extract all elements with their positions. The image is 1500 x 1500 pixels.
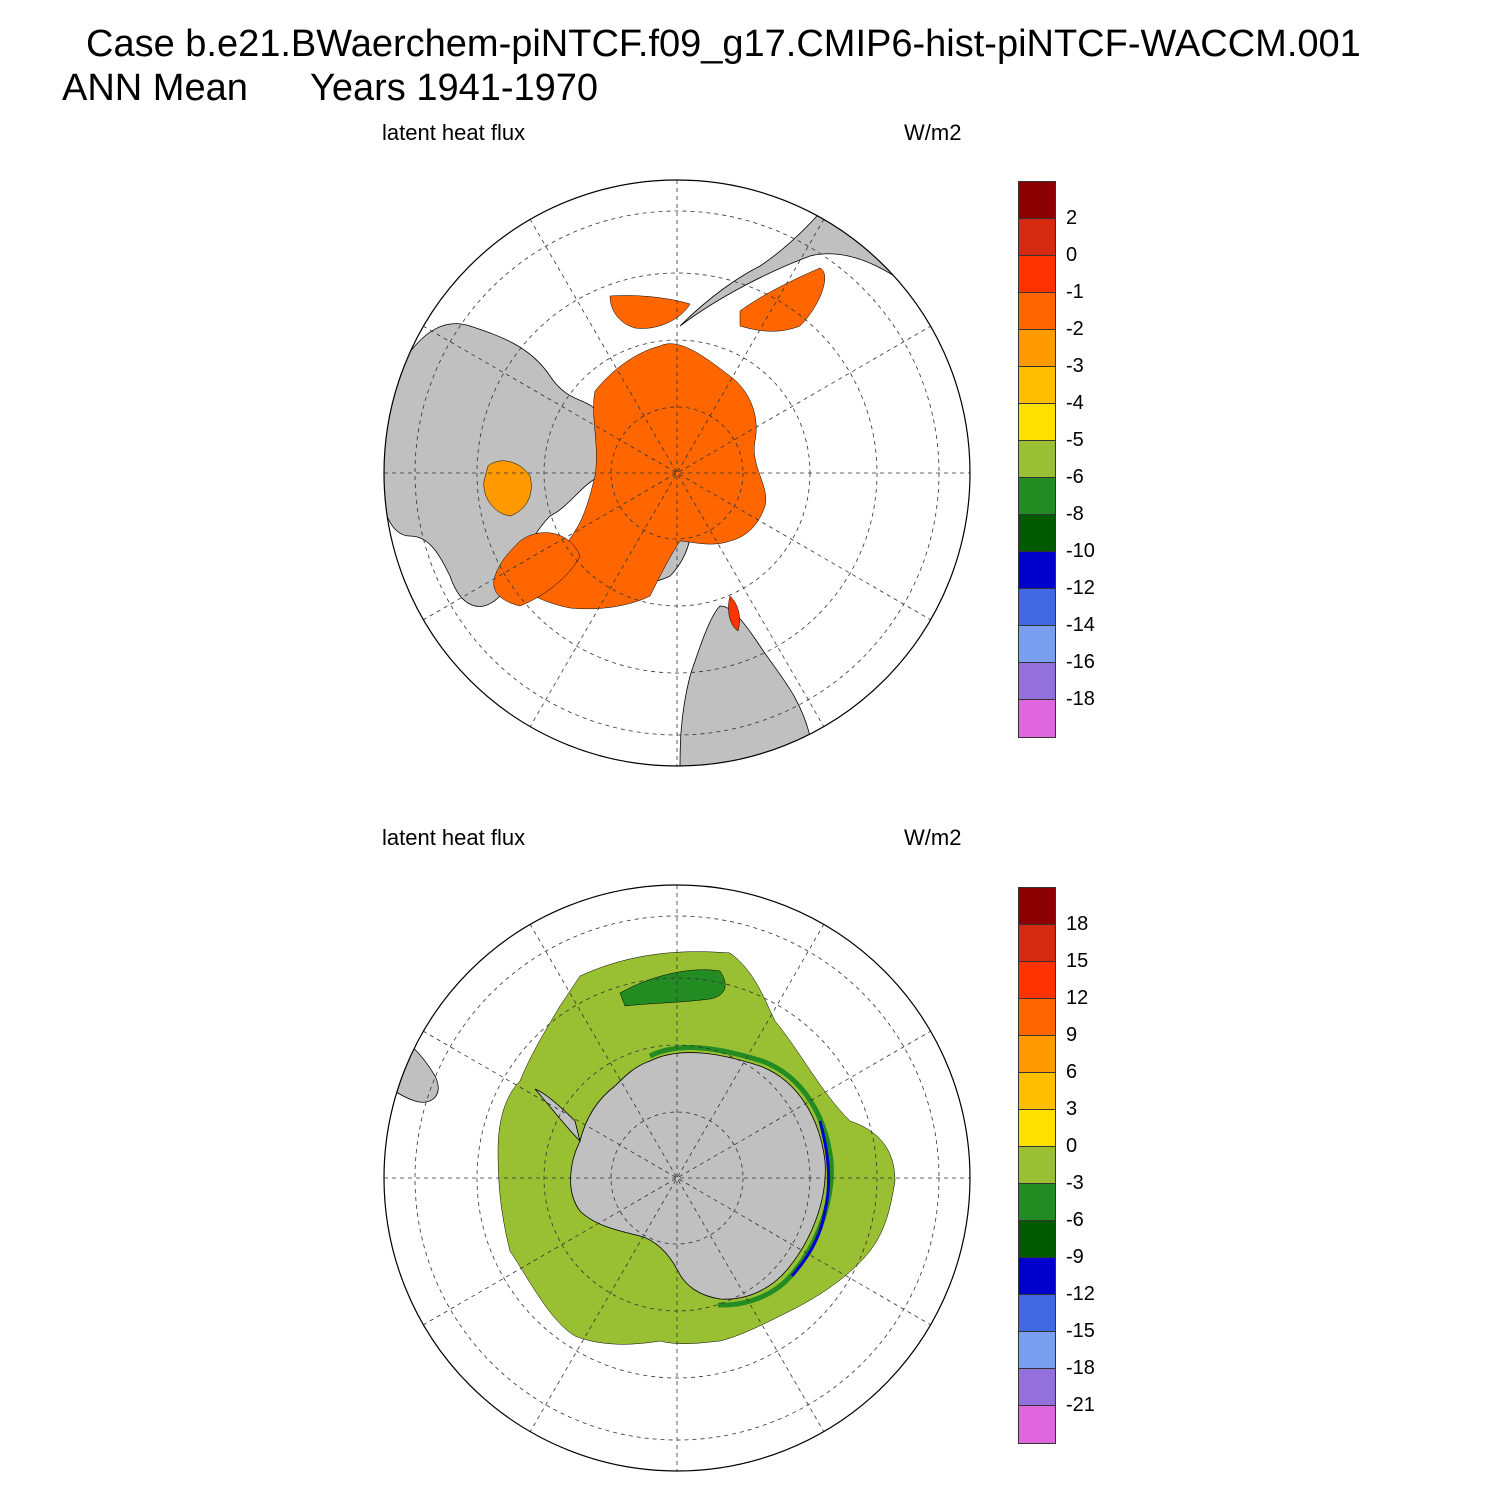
south-colorbar-label: 6 — [1066, 1061, 1078, 1083]
south-colorbar-box — [1019, 962, 1055, 999]
north-colorbar — [1018, 181, 1056, 738]
south-colorbar-label: 0 — [1066, 1135, 1078, 1157]
north-colorbar-box — [1019, 441, 1055, 478]
case-title: Case b.e21.BWaerchem-piNTCF.f09_g17.CMIP… — [86, 23, 1361, 65]
north-colorbar-box — [1019, 367, 1055, 404]
north-colorbar-box — [1019, 330, 1055, 367]
north-colorbar-label: -2 — [1066, 318, 1084, 340]
north-colorbar-box — [1019, 219, 1055, 256]
north-colorbar-box — [1019, 404, 1055, 441]
south-colorbar-box — [1019, 1110, 1055, 1147]
south-colorbar-label: -21 — [1066, 1394, 1095, 1416]
north-colorbar-label: 0 — [1066, 244, 1078, 266]
south-colorbar-box — [1019, 1147, 1055, 1184]
south-colorbar-label: -3 — [1066, 1172, 1084, 1194]
south-colorbar-box — [1019, 925, 1055, 962]
north-colorbar-label: -18 — [1066, 688, 1095, 710]
north-arctic-ocean-shading — [519, 343, 767, 610]
south-colorbar-box — [1019, 1073, 1055, 1110]
north-colorbar-box — [1019, 293, 1055, 330]
north-colorbar-label: -16 — [1066, 651, 1095, 673]
north-colorbar-box — [1019, 589, 1055, 626]
north-variable-label: latent heat flux — [382, 120, 526, 145]
north-bering-sea-shading — [609, 295, 691, 329]
north-colorbar-box — [1019, 478, 1055, 515]
south-colorbar-box — [1019, 1369, 1055, 1406]
south-antarctic-peninsula — [534, 1088, 581, 1143]
south-colorbar-label: 15 — [1066, 950, 1089, 972]
south-colorbar-label: -18 — [1066, 1357, 1095, 1379]
south-units-label: W/m2 — [904, 825, 962, 850]
north-colorbar-box — [1019, 700, 1055, 737]
south-colorbar-box — [1019, 888, 1055, 925]
north-colorbar-label: -5 — [1066, 429, 1084, 451]
north-colorbar-box — [1019, 515, 1055, 552]
south-colorbar-label: -15 — [1066, 1320, 1095, 1342]
south-colorbar-box — [1019, 999, 1055, 1036]
south-colorbar — [1018, 887, 1056, 1444]
north-colorbar-label: 2 — [1066, 207, 1078, 229]
north-colorbar-label: -4 — [1066, 392, 1084, 414]
north-colorbar-label: -6 — [1066, 466, 1084, 488]
north-graticule — [384, 180, 970, 766]
south-colorbar-label: -9 — [1066, 1246, 1084, 1268]
north-polar-map — [383, 179, 971, 767]
north-baltic-shading — [728, 595, 740, 632]
south-colorbar-label: 9 — [1066, 1024, 1078, 1046]
south-polar-map — [383, 884, 971, 1472]
north-colorbar-label: -12 — [1066, 577, 1095, 599]
years-label: Years 1941-1970 — [310, 67, 599, 109]
north-colorbar-box — [1019, 256, 1055, 293]
south-colorbar-label: 3 — [1066, 1098, 1078, 1120]
south-colorbar-box — [1019, 1036, 1055, 1073]
south-colorbar-box — [1019, 1295, 1055, 1332]
north-hudson-bay-shading — [483, 460, 532, 517]
south-variable-label: latent heat flux — [382, 825, 526, 850]
south-weddell-green-band — [619, 969, 726, 1007]
south-colorbar-box — [1019, 1184, 1055, 1221]
north-colorbar-box — [1019, 663, 1055, 700]
south-colorbar-box — [1019, 1258, 1055, 1295]
south-coastal-green-ring — [648, 1045, 834, 1308]
north-colorbar-box — [1019, 182, 1055, 219]
north-units-label: W/m2 — [904, 120, 962, 145]
north-colorbar-label: -14 — [1066, 614, 1095, 636]
north-okhotsk-sea-shading — [739, 267, 825, 332]
south-graticule — [384, 885, 970, 1471]
south-colorbar-box — [1019, 1406, 1055, 1443]
north-colorbar-label: -8 — [1066, 503, 1084, 525]
south-coastal-blue-band — [790, 1120, 831, 1277]
south-colorbar-label: 18 — [1066, 913, 1089, 935]
north-colorbar-label: -10 — [1066, 540, 1095, 562]
south-colorbar-label: -6 — [1066, 1209, 1084, 1231]
north-colorbar-box — [1019, 626, 1055, 663]
north-colorbar-label: -3 — [1066, 355, 1084, 377]
south-antarctica — [570, 1052, 826, 1300]
season-label: ANN Mean — [62, 67, 248, 109]
south-colorbar-box — [1019, 1221, 1055, 1258]
north-labrador-sea-shading — [493, 532, 581, 607]
south-colorbar-label: -12 — [1066, 1283, 1095, 1305]
south-colorbar-label: 12 — [1066, 987, 1089, 1009]
north-colorbar-box — [1019, 552, 1055, 589]
north-colorbar-label: -1 — [1066, 281, 1084, 303]
south-colorbar-box — [1019, 1332, 1055, 1369]
